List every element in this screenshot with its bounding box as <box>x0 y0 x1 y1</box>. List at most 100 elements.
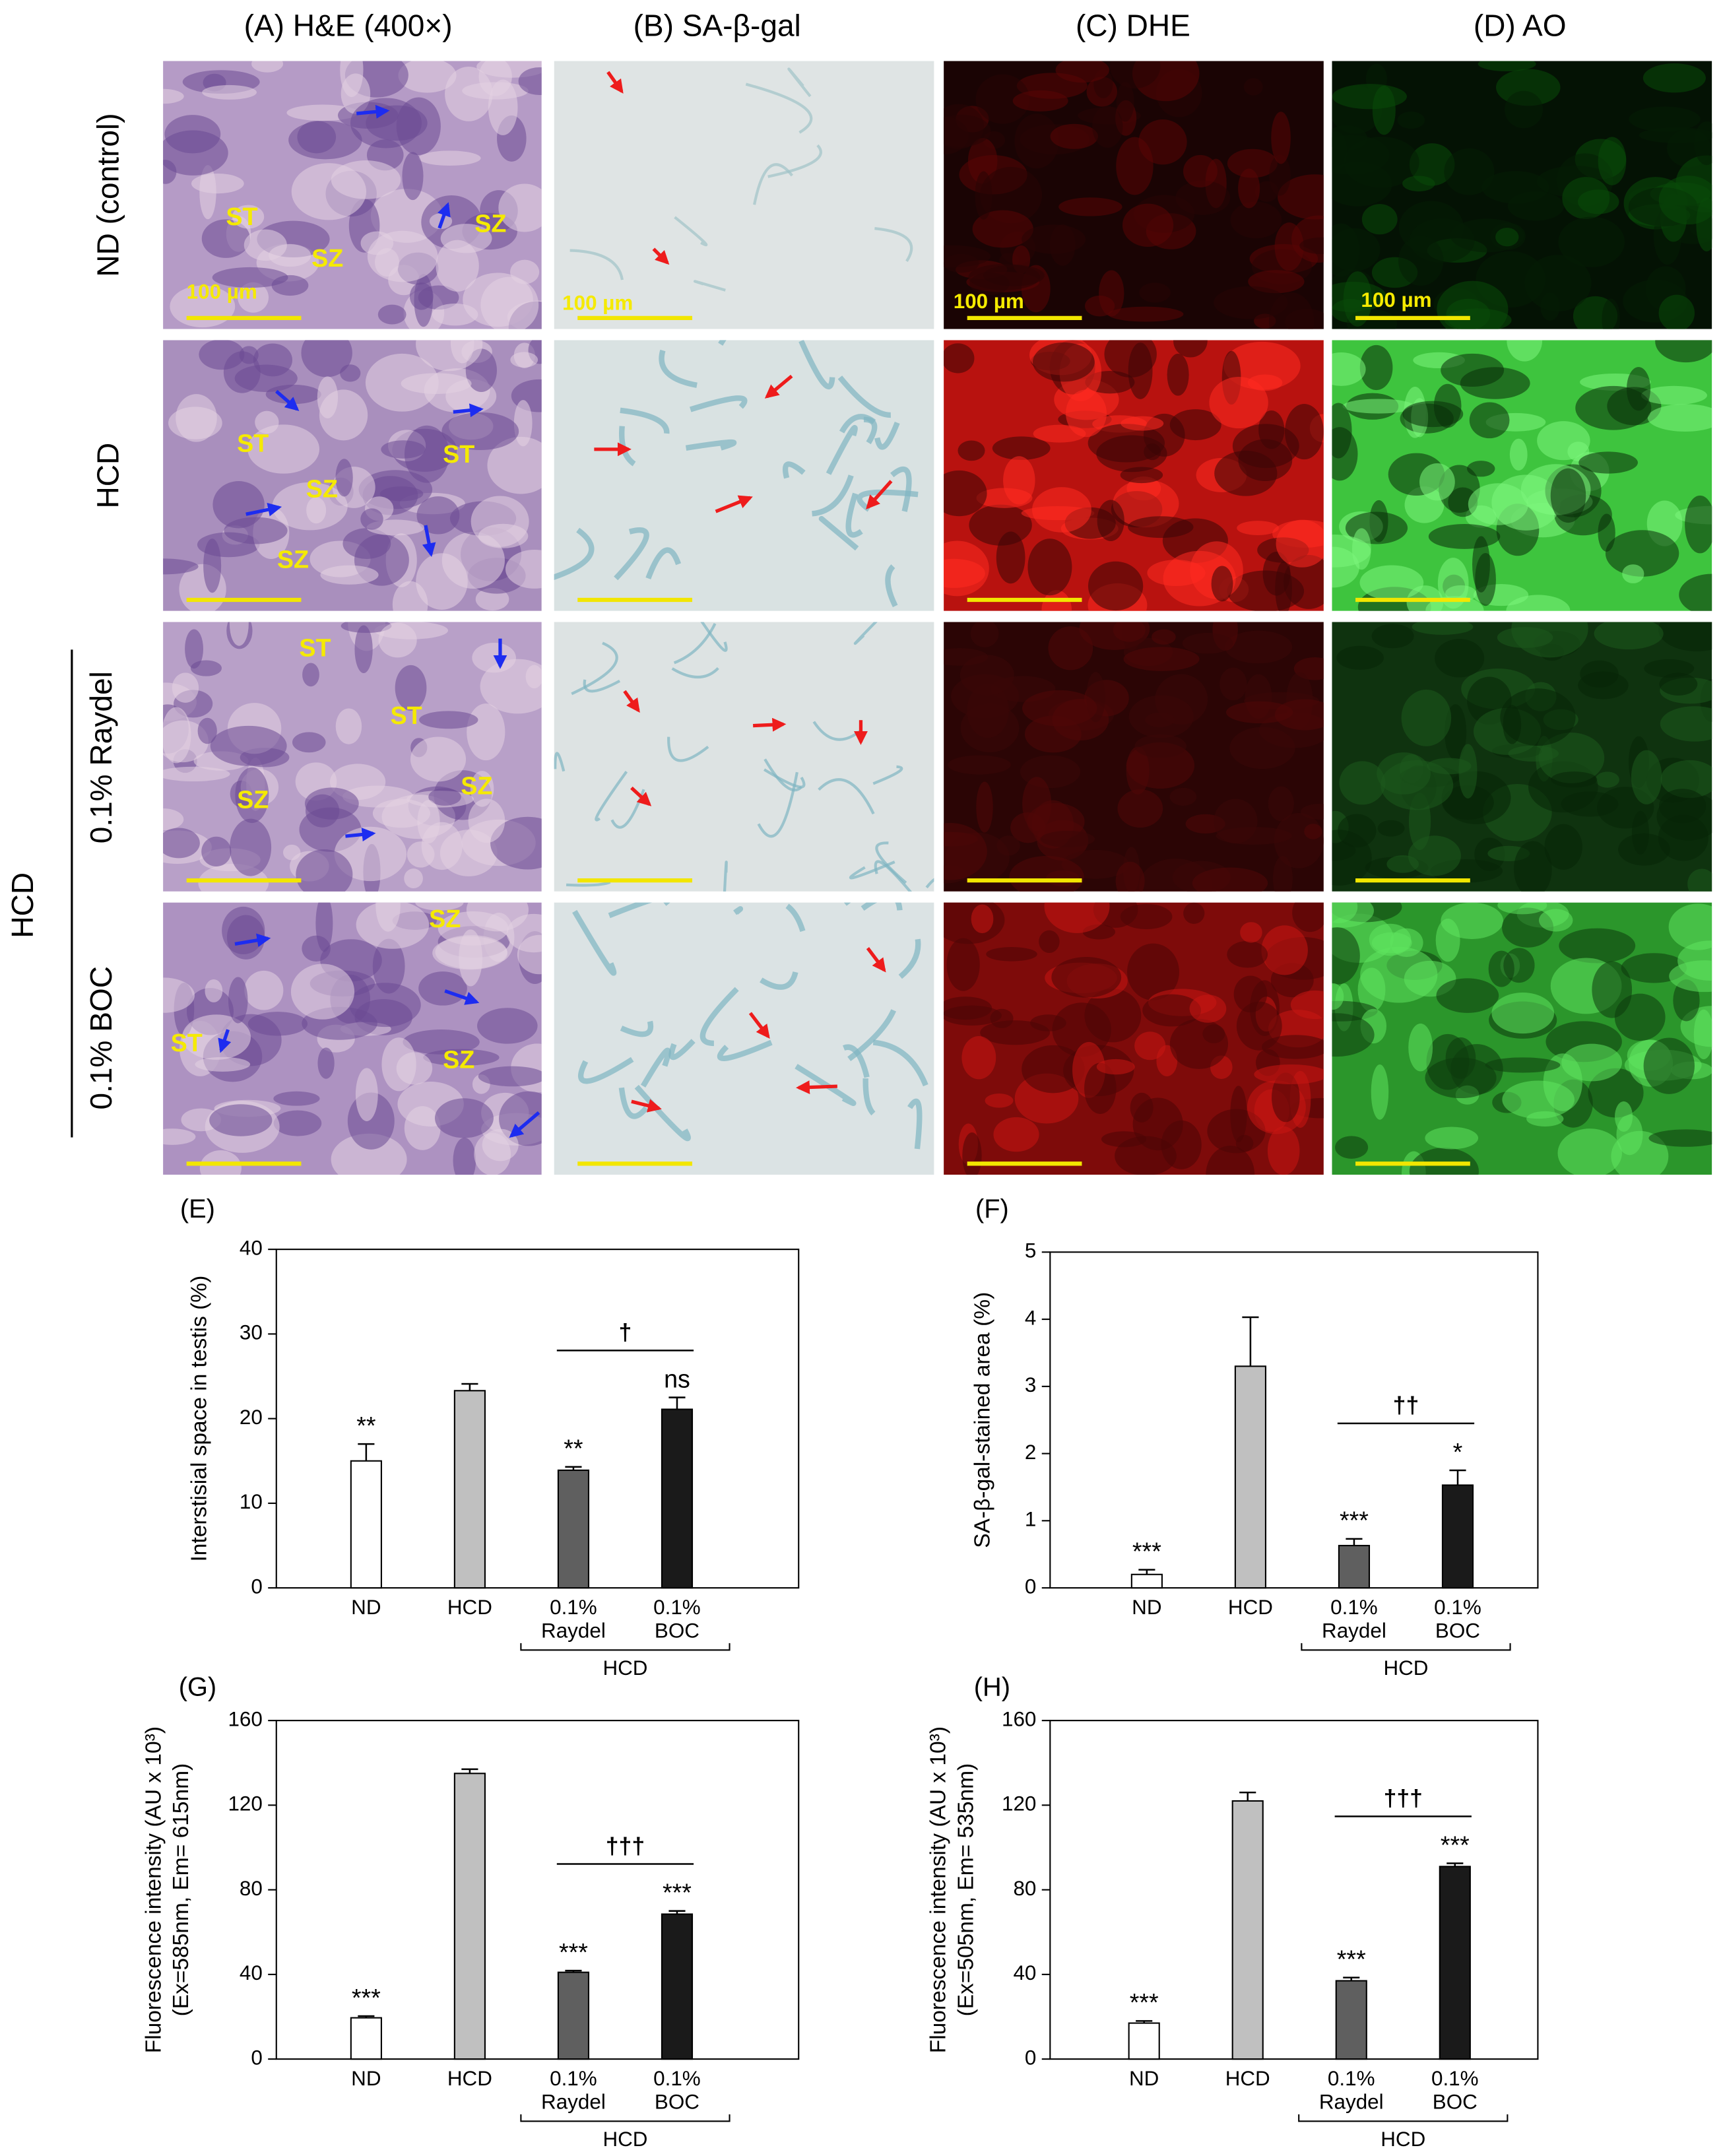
bar <box>453 1773 486 2060</box>
texture <box>1227 940 1268 968</box>
y-tick-label: 30 <box>240 1321 263 1344</box>
texture <box>1444 148 1495 195</box>
texture <box>1502 1080 1575 1119</box>
texture <box>1115 861 1145 892</box>
error-bar <box>668 1396 686 1410</box>
micrograph <box>163 340 542 611</box>
x-tick-label: ND <box>1128 2067 1159 2091</box>
error-bar <box>461 1383 478 1391</box>
texture <box>1097 500 1124 542</box>
texture <box>210 725 287 766</box>
texture <box>163 977 195 1013</box>
x-tick-label: 0.1% BOC <box>653 1596 701 1643</box>
texture <box>1236 1001 1282 1051</box>
texture <box>969 504 1032 546</box>
texture <box>1428 524 1501 549</box>
texture <box>472 642 516 673</box>
texture <box>506 913 542 953</box>
texture <box>1419 463 1455 501</box>
y-axis-label: Fluorescence intensity (AU x 10³) <box>927 1726 951 2053</box>
stain-streak <box>843 1044 870 1078</box>
texture <box>226 915 265 960</box>
texture <box>1134 734 1187 758</box>
texture <box>1276 519 1324 568</box>
texture <box>1113 622 1146 642</box>
x-tick-label: 0.1% Raydel <box>1318 2067 1384 2114</box>
stain-streak <box>554 752 566 772</box>
texture <box>432 936 508 970</box>
stain-streak <box>872 765 903 785</box>
texture <box>360 508 383 530</box>
texture <box>1359 344 1393 391</box>
texture <box>1598 137 1627 185</box>
tissue-label: SZ <box>474 210 506 238</box>
texture <box>1219 667 1247 701</box>
texture <box>1003 456 1035 505</box>
error-bar <box>1447 1862 1464 1867</box>
texture <box>1033 342 1095 382</box>
texture <box>1468 483 1528 525</box>
bar <box>1231 1800 1264 2060</box>
stain-streak <box>717 1039 773 1061</box>
group-bracket <box>520 2114 731 2122</box>
texture <box>296 849 353 892</box>
texture <box>315 902 333 952</box>
micrograph <box>163 61 542 329</box>
texture <box>1173 340 1208 358</box>
stain-streak <box>583 679 621 693</box>
y-tick-label: 120 <box>1002 1792 1036 1815</box>
texture <box>1145 712 1175 727</box>
x-tick-label: 0.1% BOC <box>1434 1596 1481 1643</box>
stain-streak <box>699 987 739 1047</box>
stain-streak <box>733 906 744 915</box>
stain-streak <box>767 144 822 178</box>
texture <box>197 717 217 744</box>
group-bracket <box>1298 2114 1509 2122</box>
texture <box>1558 216 1625 267</box>
error-bar <box>565 1969 582 1973</box>
category-label-box: ND <box>351 1596 381 1620</box>
texture <box>1514 841 1552 892</box>
texture <box>320 565 379 585</box>
texture <box>1285 404 1324 460</box>
texture <box>1040 830 1095 847</box>
texture <box>1406 585 1444 611</box>
texture <box>317 376 339 418</box>
texture <box>1224 630 1293 664</box>
texture <box>1051 956 1122 998</box>
group-label: HCD <box>1381 2128 1425 2151</box>
row-label: ND (control) <box>91 113 125 277</box>
panel-label: (G) <box>179 1672 216 1701</box>
texture <box>1488 950 1514 987</box>
category-label-box: ND <box>351 2068 381 2091</box>
texture <box>1271 112 1291 164</box>
texture <box>944 558 985 588</box>
texture <box>1648 1129 1712 1147</box>
texture <box>1261 925 1308 975</box>
y-tick-label: 4 <box>1025 1306 1036 1329</box>
texture <box>1544 824 1582 870</box>
texture <box>1142 994 1202 1027</box>
texture <box>1169 409 1221 441</box>
x-tick-label: 0.1% BOC <box>1431 2067 1479 2114</box>
texture <box>1629 106 1701 132</box>
texture <box>342 528 391 559</box>
x-tick-label: HCD <box>447 1596 492 1620</box>
micrograph-grid <box>163 61 1712 1175</box>
micrograph-bg <box>554 61 934 329</box>
stain-streak <box>812 474 854 517</box>
texture <box>1214 799 1258 844</box>
panel-label: (E) <box>180 1194 215 1224</box>
column-title: (B) SA-β-gal <box>634 8 801 42</box>
texture <box>1507 191 1565 221</box>
texture <box>1437 280 1509 329</box>
bar <box>1130 1573 1163 1589</box>
texture <box>441 412 519 451</box>
texture <box>1655 340 1712 363</box>
texture <box>1290 990 1324 1020</box>
significance-label: ** <box>564 1435 583 1462</box>
stain-streak <box>782 461 806 479</box>
texture <box>518 67 542 96</box>
comparison-label: ††† <box>1384 1785 1423 1812</box>
y-axis-label: (Ex=505nm, Em= 535nm) <box>954 1763 979 2017</box>
